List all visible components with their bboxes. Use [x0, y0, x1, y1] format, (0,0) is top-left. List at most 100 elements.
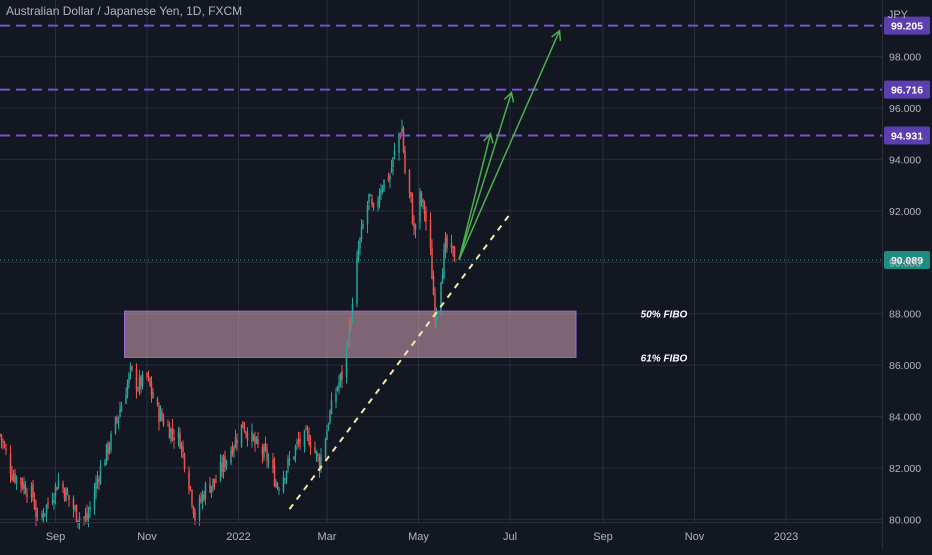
candle-body — [68, 494, 70, 500]
candle-body — [75, 504, 78, 522]
candle-body — [390, 168, 393, 173]
candle-body — [12, 476, 15, 480]
candle-body — [86, 512, 88, 521]
candle-body — [110, 433, 112, 450]
candle-body — [126, 382, 129, 397]
candle-body — [362, 224, 364, 228]
candle-body — [83, 517, 85, 519]
candle-body — [266, 448, 268, 461]
candle-body — [161, 412, 163, 419]
candle-body — [450, 243, 453, 248]
candle-body — [410, 192, 412, 198]
candle-body — [33, 499, 36, 510]
candle-body — [35, 507, 37, 518]
candle-body — [230, 450, 232, 464]
candle-body — [326, 429, 328, 441]
candle-body — [254, 436, 256, 445]
candle-body — [257, 439, 259, 445]
candle-body — [57, 480, 60, 489]
candle-body — [171, 427, 174, 434]
projection-arrow-line — [458, 30, 561, 261]
candle-body — [309, 442, 312, 448]
level-price-label: 94.931 — [891, 130, 923, 142]
candle-body — [398, 133, 400, 153]
candle-body — [221, 463, 223, 472]
candle-body — [255, 438, 258, 443]
candle-body — [215, 481, 217, 483]
candle-body — [419, 191, 421, 223]
candle-body — [138, 376, 141, 389]
candle-body — [351, 303, 354, 323]
candle-body — [179, 433, 181, 449]
currency-label: JPY — [887, 9, 908, 21]
candle-body — [149, 377, 151, 386]
candle-body — [315, 451, 318, 455]
level-price-label: 99.205 — [891, 21, 923, 33]
candle-body — [30, 486, 33, 499]
candle-body — [63, 489, 66, 499]
candle-body — [440, 282, 442, 312]
candle-body — [0, 434, 1, 436]
candle-body — [441, 274, 444, 284]
y-tick-label: 88.000 — [889, 309, 921, 321]
candle-body — [282, 476, 285, 492]
candle-body — [422, 199, 424, 203]
candle-body — [296, 441, 298, 444]
projection-arrow-line — [458, 133, 492, 260]
candle-body — [383, 179, 385, 191]
candle-body — [408, 169, 411, 193]
candle-body — [21, 482, 24, 489]
candle-body — [191, 490, 193, 506]
candle-body — [168, 425, 171, 439]
candle-body — [54, 484, 57, 497]
candle-body — [324, 438, 327, 458]
candle-body — [87, 513, 90, 519]
candle-body — [246, 433, 249, 441]
candle-body — [431, 248, 433, 280]
candle-body — [162, 418, 165, 426]
candle-body — [188, 470, 190, 490]
candle-body — [299, 438, 301, 444]
candle-body — [236, 440, 238, 444]
candle-body — [446, 236, 448, 248]
candle-body — [368, 193, 370, 203]
candle-body — [146, 373, 148, 377]
x-tick-label: May — [408, 531, 429, 543]
candle-body — [347, 344, 349, 346]
candle-body — [150, 382, 153, 395]
projection-arrow-head — [483, 132, 494, 144]
y-tick-label: 82.000 — [889, 463, 921, 475]
candle-body — [402, 128, 405, 152]
candle-body — [225, 460, 228, 467]
candle-body — [131, 366, 133, 370]
candle-body — [20, 477, 22, 485]
candle-body — [74, 507, 76, 509]
candle-body — [14, 472, 16, 483]
candle-body — [305, 427, 307, 431]
level-price-label: 96.716 — [891, 85, 923, 97]
candle-body — [65, 488, 67, 502]
candle-body — [36, 514, 39, 516]
candle-body — [224, 455, 226, 467]
candle-body — [306, 431, 309, 433]
candle-body — [435, 309, 438, 320]
y-tick-label: 80.000 — [889, 514, 921, 526]
candle-body — [294, 446, 297, 456]
candle-body — [105, 443, 108, 462]
candle-body — [137, 389, 139, 391]
candle-body — [41, 513, 43, 518]
candle-body — [284, 478, 286, 480]
candle-body — [95, 481, 97, 493]
candle-body — [371, 198, 373, 205]
candle-body — [209, 483, 211, 493]
candle-body — [293, 456, 295, 460]
candle-body — [159, 410, 162, 422]
candle-body — [51, 500, 54, 503]
candle-body — [327, 425, 330, 427]
candle-body — [345, 343, 348, 377]
candle-body — [285, 471, 288, 479]
candle-body — [387, 176, 390, 181]
